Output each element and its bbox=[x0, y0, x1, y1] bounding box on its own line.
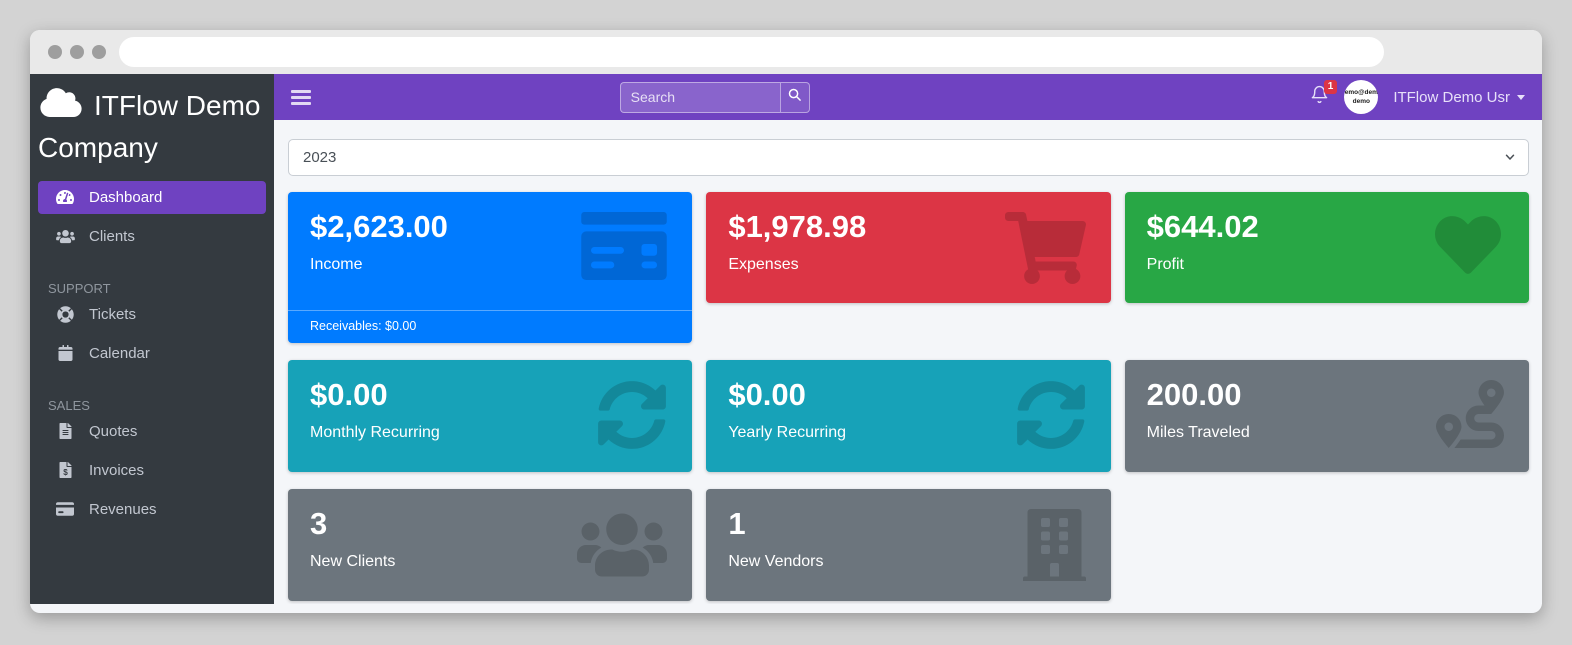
profit-value: $644.02 bbox=[1146, 209, 1259, 244]
search-button[interactable] bbox=[779, 81, 810, 113]
sidebar-item-tickets[interactable]: Tickets bbox=[38, 298, 266, 331]
user-menu[interactable]: ITFlow Demo Usr bbox=[1393, 89, 1525, 106]
main-area: 1 demo@demo demo ITFlow Demo Usr 2023 bbox=[274, 74, 1542, 604]
credit-card-icon bbox=[55, 502, 75, 516]
sidebar-item-label: Calendar bbox=[89, 344, 150, 362]
file-invoice-dollar-icon: $ bbox=[55, 462, 75, 479]
app-root: ITFlow Demo Company Dashboard Clients SU… bbox=[30, 74, 1542, 604]
menu-toggle-icon[interactable] bbox=[291, 89, 311, 105]
caret-down-icon bbox=[1517, 94, 1525, 100]
sync-icon bbox=[1016, 380, 1086, 455]
new-vendors-label: New Vendors bbox=[728, 553, 824, 570]
window-dot[interactable] bbox=[92, 45, 106, 59]
avatar-text: demo@demo demo bbox=[1344, 88, 1378, 105]
stat-cards-grid: $2,623.00 Income Receivables: $0.00 $1,9… bbox=[288, 192, 1529, 601]
income-label: Income bbox=[310, 256, 363, 273]
sidebar-item-calendar[interactable]: Calendar bbox=[38, 337, 266, 370]
sidebar-item-label: Quotes bbox=[89, 422, 138, 440]
sidebar-item-revenues[interactable]: Revenues bbox=[38, 493, 266, 526]
year-select-wrap: 2023 bbox=[288, 139, 1529, 176]
income-value: $2,623.00 bbox=[310, 209, 448, 244]
credit-card-icon bbox=[581, 212, 668, 285]
sidebar-section-heading: SALES bbox=[48, 397, 90, 413]
sidebar-item-label: Invoices bbox=[89, 461, 145, 479]
browser-toolbar bbox=[30, 30, 1542, 74]
new-vendors-card: 1 New Vendors bbox=[706, 489, 1111, 601]
sidebar-item-label: Dashboard bbox=[89, 188, 163, 206]
year-select[interactable]: 2023 bbox=[288, 139, 1529, 176]
monthly-recurring-value: $0.00 bbox=[310, 377, 388, 412]
sidebar-item-label: Revenues bbox=[89, 500, 157, 518]
heart-icon bbox=[1432, 212, 1504, 283]
window-dot[interactable] bbox=[48, 45, 62, 59]
monthly-recurring-label: Monthly Recurring bbox=[310, 424, 440, 441]
search-group bbox=[619, 81, 810, 113]
profit-label: Profit bbox=[1146, 256, 1184, 273]
income-card: $2,623.00 Income Receivables: $0.00 bbox=[288, 192, 693, 343]
new-clients-label: New Clients bbox=[310, 553, 396, 570]
search-icon bbox=[787, 87, 802, 107]
expenses-value: $1,978.98 bbox=[728, 209, 867, 244]
avatar[interactable]: demo@demo demo bbox=[1344, 80, 1379, 114]
new-clients-value: 3 bbox=[310, 506, 328, 541]
window-control-dots[interactable] bbox=[48, 45, 106, 59]
tachometer-icon bbox=[55, 189, 75, 205]
notifications-button[interactable]: 1 bbox=[1310, 80, 1338, 109]
sidebar-item-label: Tickets bbox=[89, 305, 136, 323]
miles-traveled-value: 200.00 bbox=[1146, 377, 1242, 412]
svg-text:$: $ bbox=[63, 468, 68, 477]
building-icon bbox=[1022, 509, 1086, 586]
calendar-icon bbox=[55, 345, 75, 362]
yearly-recurring-card: $0.00 Yearly Recurring bbox=[706, 360, 1111, 472]
miles-traveled-label: Miles Traveled bbox=[1146, 424, 1250, 441]
dashboard-content: 2023 $2,623.00 Income Receivables: bbox=[274, 120, 1542, 604]
users-icon bbox=[577, 509, 668, 586]
sync-icon bbox=[597, 380, 667, 455]
topbar: 1 demo@demo demo ITFlow Demo Usr bbox=[274, 74, 1542, 120]
monthly-recurring-card: $0.00 Monthly Recurring bbox=[288, 360, 693, 472]
shopping-cart-icon bbox=[1004, 212, 1086, 289]
users-icon bbox=[55, 229, 75, 244]
notification-badge: 1 bbox=[1323, 80, 1338, 94]
brand[interactable]: ITFlow Demo Company bbox=[30, 74, 274, 173]
window-dot[interactable] bbox=[70, 45, 84, 59]
file-lines-icon bbox=[55, 423, 75, 440]
route-icon bbox=[1436, 380, 1504, 453]
income-footer: Receivables: $0.00 bbox=[288, 310, 693, 343]
new-vendors-value: 1 bbox=[728, 506, 746, 541]
sidebar-item-clients[interactable]: Clients bbox=[38, 220, 266, 253]
sidebar-nav: Dashboard Clients SUPPORT Tickets bbox=[30, 173, 274, 532]
url-bar[interactable] bbox=[119, 37, 1384, 67]
yearly-recurring-label: Yearly Recurring bbox=[728, 424, 847, 441]
profit-card: $644.02 Profit bbox=[1124, 192, 1529, 303]
browser-window: ITFlow Demo Company Dashboard Clients SU… bbox=[30, 30, 1542, 613]
sidebar-item-invoices[interactable]: $ Invoices bbox=[38, 454, 266, 487]
brand-label: ITFlow Demo Company bbox=[38, 90, 261, 163]
topbar-right: 1 demo@demo demo ITFlow Demo Usr bbox=[1310, 80, 1525, 114]
yearly-recurring-value: $0.00 bbox=[728, 377, 806, 412]
user-name-label: ITFlow Demo Usr bbox=[1393, 88, 1510, 106]
sidebar-item-label: Clients bbox=[89, 227, 135, 245]
life-ring-icon bbox=[55, 305, 75, 323]
expenses-label: Expenses bbox=[728, 256, 799, 273]
sidebar-item-dashboard[interactable]: Dashboard bbox=[38, 180, 266, 214]
cloud-icon bbox=[38, 86, 84, 129]
new-clients-card: 3 New Clients bbox=[288, 489, 693, 601]
sidebar: ITFlow Demo Company Dashboard Clients SU… bbox=[30, 74, 274, 604]
bell-icon bbox=[1310, 85, 1329, 109]
miles-traveled-card: 200.00 Miles Traveled bbox=[1124, 360, 1529, 472]
expenses-card: $1,978.98 Expenses bbox=[706, 192, 1111, 303]
sidebar-section-heading: SUPPORT bbox=[48, 280, 111, 296]
search-input[interactable] bbox=[619, 81, 780, 113]
sidebar-item-quotes[interactable]: Quotes bbox=[38, 415, 266, 448]
